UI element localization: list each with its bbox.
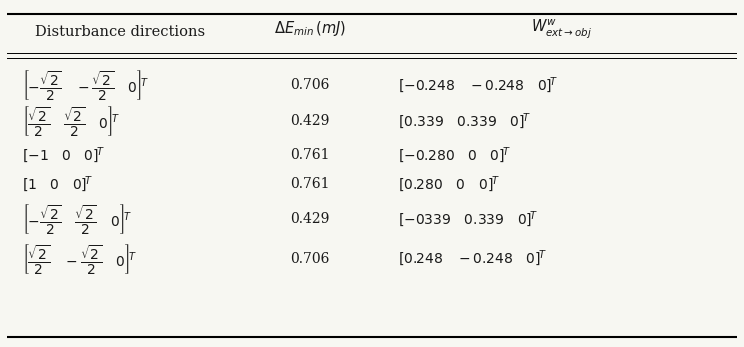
Text: $\left[0.248\quad -0.248\quad 0\right]^{\!T}$: $\left[0.248\quad -0.248\quad 0\right]^{… [397,248,546,269]
Text: $\left[0.339\quad 0.339\quad 0\right]^{\!T}$: $\left[0.339\quad 0.339\quad 0\right]^{\… [397,111,530,131]
Text: $\left[\dfrac{\sqrt{2}}{2}\quad -\dfrac{\sqrt{2}}{2}\quad 0\right]^{\!T}$: $\left[\dfrac{\sqrt{2}}{2}\quad -\dfrac{… [22,242,138,276]
Text: $\left[-0.248\quad -0.248\quad 0\right]^{\!T}$: $\left[-0.248\quad -0.248\quad 0\right]^… [397,75,558,95]
Text: $\left[-\dfrac{\sqrt{2}}{2}\quad \dfrac{\sqrt{2}}{2}\quad 0\right]^{\!T}$: $\left[-\dfrac{\sqrt{2}}{2}\quad \dfrac{… [22,202,132,236]
Text: 0.429: 0.429 [290,212,330,226]
Text: 0.761: 0.761 [290,148,330,162]
Text: $\left[-1\quad 0\quad 0\right]^{\!T}$: $\left[-1\quad 0\quad 0\right]^{\!T}$ [22,145,105,165]
Text: $\left[-\dfrac{\sqrt{2}}{2}\quad -\dfrac{\sqrt{2}}{2}\quad 0\right]^{\!T}$: $\left[-\dfrac{\sqrt{2}}{2}\quad -\dfrac… [22,68,149,102]
Text: $\left[0.280\quad 0\quad 0\right]^{\!T}$: $\left[0.280\quad 0\quad 0\right]^{\!T}$ [397,174,499,194]
Text: 0.706: 0.706 [290,252,330,265]
Text: $\left[-0339\quad 0.339\quad 0\right]^{\!T}$: $\left[-0339\quad 0.339\quad 0\right]^{\… [397,210,538,229]
Text: 0.706: 0.706 [290,78,330,92]
Text: 0.761: 0.761 [290,177,330,191]
Text: $\left[1\quad 0\quad 0\right]^{\!T}$: $\left[1\quad 0\quad 0\right]^{\!T}$ [22,174,94,194]
Text: 0.429: 0.429 [290,114,330,128]
Text: $\left[\dfrac{\sqrt{2}}{2}\quad \dfrac{\sqrt{2}}{2}\quad 0\right]^{\!T}$: $\left[\dfrac{\sqrt{2}}{2}\quad \dfrac{\… [22,104,121,138]
Text: $\Delta E_{min}\,(mJ)$: $\Delta E_{min}\,(mJ)$ [274,19,346,39]
Text: $W^{w}_{ext\rightarrow obj}$: $W^{w}_{ext\rightarrow obj}$ [531,17,592,41]
Text: Disturbance directions: Disturbance directions [36,25,205,39]
Text: $\left[-0.280\quad 0\quad 0\right]^{\!T}$: $\left[-0.280\quad 0\quad 0\right]^{\!T}… [397,145,511,165]
